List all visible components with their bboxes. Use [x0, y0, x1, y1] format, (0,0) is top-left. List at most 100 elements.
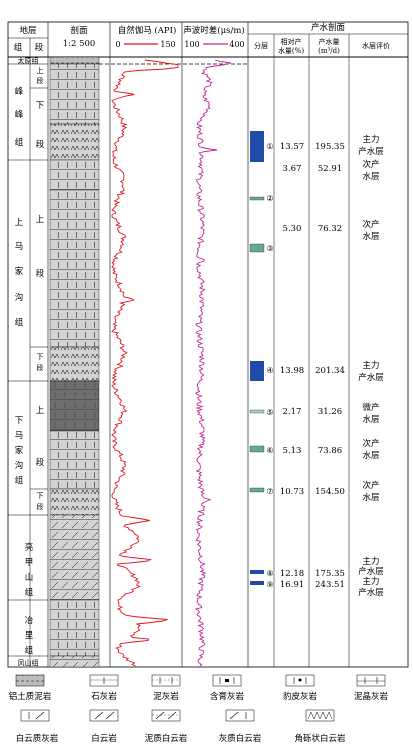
litho-smj-lower [49, 346, 100, 382]
gr-scale-max: 150 [160, 40, 175, 49]
group-char: 上 [15, 218, 24, 228]
group-taiyuan: 太原组 [18, 56, 39, 65]
lithology-column [49, 56, 248, 668]
layer-number: ⑨ [266, 580, 273, 589]
water-value: 175.35 [315, 569, 345, 579]
member-header: 段 [35, 42, 44, 53]
rel-value: 10.73 [280, 487, 304, 497]
member-ff-top-1: 上 [37, 66, 44, 75]
layer-bar [250, 581, 264, 585]
eval-header: 水层评价 [362, 41, 390, 50]
member-ff-low: 段 [36, 139, 45, 150]
rel-header-1: 相对产 [281, 37, 302, 46]
group-char: 沟 [15, 292, 24, 303]
group-char: 组 [15, 137, 24, 148]
legend-label: 角砾状白云岩 [294, 733, 346, 744]
legend-label: 白云岩 [91, 733, 117, 744]
eval-text: 次产 [362, 159, 379, 170]
legend-item-argillaceous-dolomite: 泥质白云岩 [145, 709, 188, 744]
production-layers: ① ② ③ ④ ⑤ ⑥ ⑦ ⑧ ⑨ [249, 131, 274, 589]
eval-text: 次产 [362, 480, 379, 491]
section-scale: 1:2 500 [63, 39, 96, 49]
eval-text: 水层 [362, 414, 379, 425]
legend-label: 含膏灰岩 [210, 691, 245, 702]
group-char: 山 [25, 572, 34, 583]
group-char: 组 [15, 475, 24, 486]
rel-header-2: 水量(%) [278, 46, 304, 55]
group-char: 下 [15, 416, 24, 426]
member-xm-mid: 段 [36, 457, 45, 468]
table-header: 地层 组 段 剖面 1:2 500 自然伽马 (API) 0 150 声波时差(… [7, 21, 409, 58]
litho-liangjiashan [49, 514, 100, 601]
layer-bar [250, 570, 264, 574]
rel-value: 12.18 [280, 569, 304, 579]
eval-text: 主力 [362, 556, 379, 567]
group-char: 冶 [25, 615, 34, 626]
group-char: 亮 [25, 542, 34, 553]
litho-fengfeng-breccia [49, 123, 100, 161]
group-char: 峰 [15, 86, 24, 97]
group-char: 沟 [15, 460, 24, 471]
litho-smj-gypsum [49, 189, 100, 348]
group-fengfeng: 峰 峰 组 [15, 86, 24, 148]
member-labels: 上 段 下 段 上 段 下 段 上 段 下 段 [36, 66, 45, 511]
group-char: 家 [15, 445, 24, 456]
water-value: 243.51 [315, 580, 345, 590]
member-ff-top-2: 段 [37, 76, 44, 85]
group-xiamajiagou: 下 马 家 沟 组 [15, 416, 24, 486]
group-char: 马 [15, 431, 24, 441]
gr-scale-min: 0 [115, 40, 120, 49]
water-value: 31.26 [318, 407, 342, 417]
water-header-1: 产水量 [319, 37, 340, 46]
legend-label: 石灰岩 [91, 691, 117, 702]
water-value: 52.91 [318, 164, 342, 174]
eval-text: 主力 [362, 576, 379, 587]
eval-text: 水层 [362, 171, 379, 182]
litho-smj-upper [49, 159, 100, 191]
layer-bar [249, 445, 265, 453]
legend-label: 泥晶灰岩 [354, 691, 389, 702]
legend-label: 灰质白云岩 [219, 733, 262, 744]
group-char: 里 [25, 631, 34, 641]
litho-xmj-mid [49, 430, 100, 490]
legend-item-dolomitic-limestone: 白云质灰岩 [16, 709, 59, 744]
layer-bar [249, 409, 265, 414]
eval-text: 水层 [362, 231, 379, 242]
layer-bar [249, 196, 265, 201]
litho-xmj-lower [49, 488, 100, 516]
litho-xmj-dark [49, 380, 100, 432]
legend-label: 泥灰岩 [153, 691, 179, 702]
group-char: 组 [15, 317, 24, 328]
table-body-frame [7, 22, 409, 668]
legend-item-breccia-dolomite: 角砾状白云岩 [294, 709, 346, 744]
litho-bauxite [49, 56, 100, 65]
rel-value: 2.17 [283, 407, 302, 417]
eval-text: 次产 [362, 438, 379, 449]
acoustic-curve [194, 59, 232, 667]
legend-item-argillaceous-limestone: 泥灰岩 [151, 674, 181, 702]
eval-text: 产水层 [358, 146, 384, 157]
legend-label: 铝土质泥岩 [9, 691, 52, 702]
legend-item-micritic-limestone: 泥晶灰岩 [354, 674, 389, 702]
litho-fengfeng-upper [49, 63, 100, 125]
member-sm-low-1: 下 [37, 353, 44, 361]
eval-text: 水层 [362, 450, 379, 461]
eval-text: 产水层 [358, 372, 384, 383]
strata-boundaries [8, 63, 48, 657]
layer-number: ② [266, 194, 273, 203]
water-value: 154.50 [315, 487, 345, 497]
stratum-header: 地层 [19, 25, 36, 36]
rel-value: 13.57 [280, 142, 304, 152]
layer-number: ③ [266, 244, 273, 253]
gamma-ray-curve [111, 59, 179, 667]
layer-number: ① [266, 142, 273, 151]
group-char: 峰 [15, 109, 24, 120]
layer-number: ⑥ [266, 446, 273, 455]
legend-item-gypsum-limestone: 含膏灰岩 [210, 674, 245, 702]
eval-text: 主力 [362, 360, 379, 371]
layer-bar [249, 487, 265, 493]
layer-bar [250, 361, 264, 381]
rel-value: 16.91 [280, 580, 304, 590]
rel-value: 13.98 [280, 366, 304, 376]
